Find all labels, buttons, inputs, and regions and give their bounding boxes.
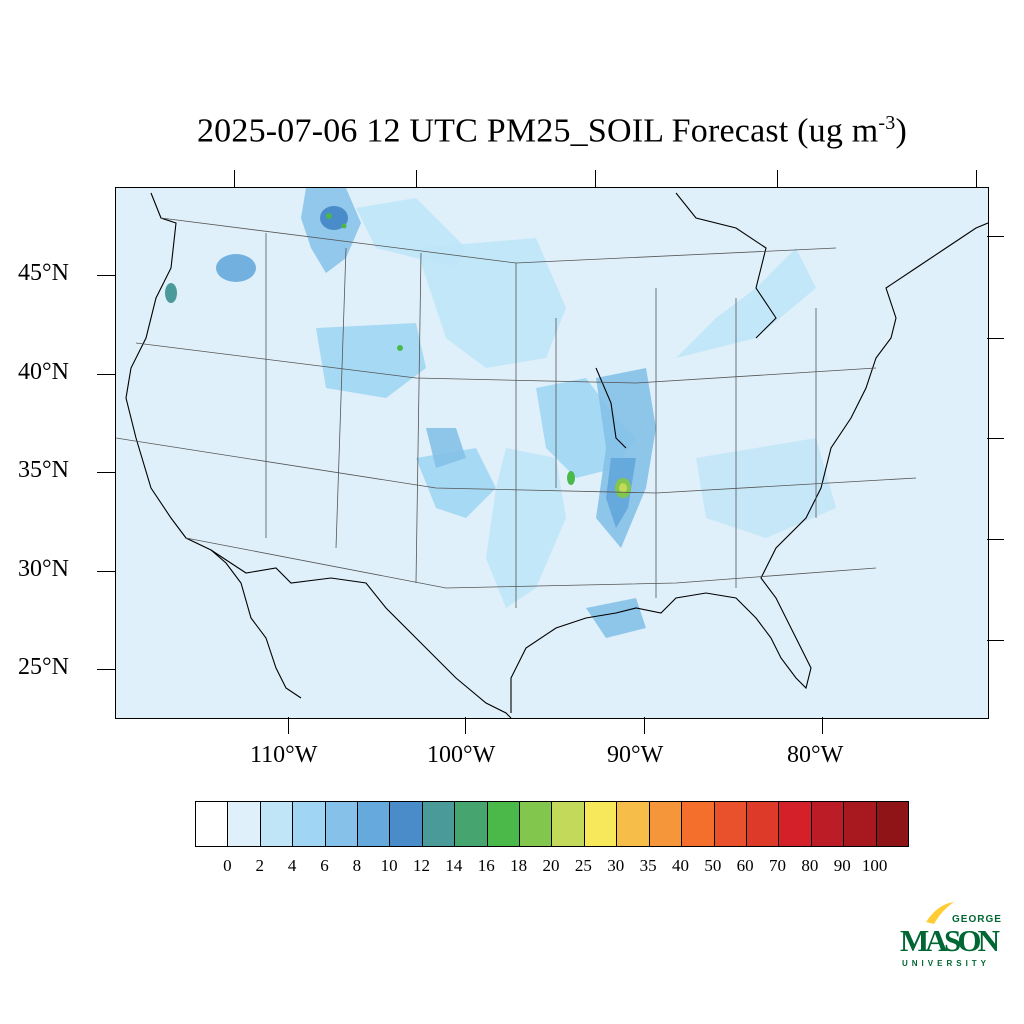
colorbar-cell — [552, 802, 585, 846]
lon-label-90: 90°W — [607, 742, 664, 768]
colorbar-tick-label: 14 — [445, 856, 463, 875]
colorbar-tick-label: 90 — [833, 856, 851, 875]
bottom-tick-80 — [822, 717, 824, 734]
colorbar-cell — [649, 802, 683, 846]
colorbar-cell — [617, 802, 650, 846]
conus-map — [116, 188, 988, 718]
colorbar-cell — [293, 802, 326, 846]
lat-label-25: 25°N — [18, 654, 69, 680]
colorbar-tick-label: 8 — [352, 856, 362, 875]
colorbar-cell — [584, 802, 618, 846]
colorbar — [195, 801, 909, 847]
right-tick-2 — [987, 338, 1004, 340]
bottom-tick-100 — [465, 717, 467, 734]
svg-text:GEORGE: GEORGE — [952, 914, 1002, 925]
lat-label-45: 45°N — [18, 260, 69, 286]
map-title: 2025-07-06 12 UTC PM25_SOIL Forecast (ug… — [196, 112, 908, 150]
lat-label-35: 35°N — [18, 457, 69, 483]
bottom-tick-90 — [644, 717, 646, 734]
colorbar-cell — [196, 802, 229, 846]
colorbar-cell — [682, 802, 715, 846]
colorbar-tick-label: 2 — [255, 856, 264, 875]
colorbar-cell — [746, 802, 780, 846]
colorbar-tick-label: 18 — [510, 856, 528, 875]
left-tick-45 — [97, 275, 115, 277]
colorbar-tick-label: 60 — [736, 856, 754, 875]
colorbar-cell — [876, 802, 908, 846]
colorbar-tick-label: 12 — [413, 856, 431, 875]
colorbar-cell — [844, 802, 877, 846]
top-tick-2 — [416, 170, 418, 187]
lat-label-40: 40°N — [18, 359, 69, 385]
colorbar-tick-label: 10 — [380, 856, 398, 875]
left-tick-25 — [97, 669, 115, 671]
colorbar-tick-label: 30 — [607, 856, 625, 875]
state-borders — [116, 217, 917, 608]
colorbar-tick-label: 70 — [769, 856, 787, 875]
right-tick-5 — [987, 640, 1004, 642]
colorbar-cell — [422, 802, 456, 846]
lat-label-30: 30°N — [18, 556, 69, 582]
colorbar-tick-label: 16 — [477, 856, 495, 875]
coastline-outline — [125, 192, 988, 718]
colorbar-cell — [779, 802, 812, 846]
lon-label-110: 110°W — [250, 742, 318, 768]
colorbar-cell — [260, 802, 294, 846]
colorbar-cell — [811, 802, 845, 846]
svg-text:UNIVERSITY: UNIVERSITY — [902, 959, 990, 968]
colorbar-tick-label: 0 — [223, 856, 232, 875]
right-tick-4 — [987, 539, 1004, 541]
colorbar-cell — [520, 802, 553, 846]
top-tick-1 — [234, 170, 236, 187]
map-panel — [115, 187, 989, 719]
bottom-tick-110 — [288, 717, 290, 734]
colorbar-cell — [390, 802, 423, 846]
colorbar-cell — [714, 802, 747, 846]
george-mason-logo: GEORGE MASON UNIVERSITY — [898, 900, 1003, 970]
colorbar-tick-label: 35 — [639, 856, 657, 875]
colorbar-tick-label: 25 — [574, 856, 592, 875]
colorbar-tick-label: 20 — [542, 856, 560, 875]
right-tick-1 — [987, 236, 1004, 238]
top-tick-4 — [777, 170, 779, 187]
top-tick-3 — [595, 170, 597, 187]
colorbar-tick-label: 80 — [801, 856, 819, 875]
lon-label-80: 80°W — [787, 742, 844, 768]
colorbar-cell — [487, 802, 521, 846]
colorbar-tick-label: 6 — [320, 856, 329, 875]
concentration-shading — [165, 188, 836, 638]
lon-label-100: 100°W — [427, 742, 496, 768]
colorbar-cell — [455, 802, 488, 846]
colorbar-tick-label: 50 — [704, 856, 722, 875]
top-tick-5 — [976, 170, 978, 187]
colorbar-cell — [228, 802, 261, 846]
left-tick-35 — [97, 472, 115, 474]
colorbar-cell — [358, 802, 391, 846]
right-tick-3 — [987, 438, 1004, 440]
svg-text:MASON: MASON — [900, 923, 1000, 958]
left-tick-30 — [97, 571, 115, 573]
colorbar-tick-label: 100 — [861, 856, 888, 875]
colorbar-tick-label: 40 — [671, 856, 689, 875]
colorbar-cell — [325, 802, 359, 846]
colorbar-tick-label: 4 — [287, 856, 297, 875]
left-tick-40 — [97, 374, 115, 376]
